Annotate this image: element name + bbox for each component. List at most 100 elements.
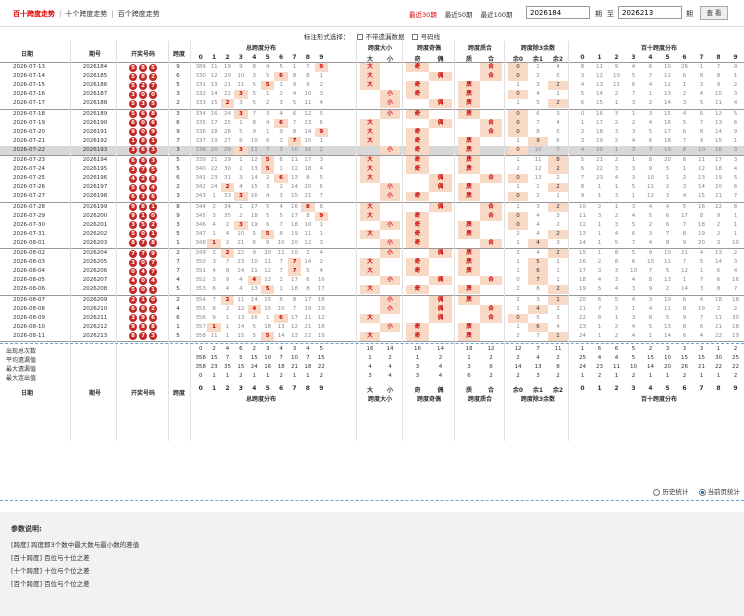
view-button[interactable]: 查 看 xyxy=(700,6,728,20)
table-row[interactable]: 2026-08-06 2026208 5 0 1 5 353 6 4 4 13 5 1 18 8 17 大奇质 2… xyxy=(0,285,744,295)
block-separator xyxy=(0,201,744,203)
stat-cell: 11 xyxy=(554,346,562,352)
dist-cell: 336 xyxy=(195,128,206,135)
table-row[interactable]: 2026-08-03 2026205 3 0 7 7 350 3 7 23 10 11 7 7 14 2 大奇质… xyxy=(0,258,744,268)
dist-cell: 350 xyxy=(195,259,206,266)
b-cell: 8 xyxy=(699,212,704,219)
table-row[interactable]: 2026-08-02 2026204 7 7 9 2 349 2 2 22 9 20 11 10 2 4 小偶质… xyxy=(0,249,744,258)
dist-header-1: 1 xyxy=(211,54,217,61)
table-row[interactable]: 2026-07-24 2026195 3 7 5 5 340 22 30 2 13 5 1 12 18 4 大奇… xyxy=(0,165,744,175)
table-row[interactable]: 2026-08-08 2026210 6 6 2 4 355 8 2 12 4 15 10 7 19 19 小偶… xyxy=(0,304,744,314)
table-row[interactable]: 2026-08-04 2026206 0 4 7 7 351 4 8 24 11 12 7 7 5 4 大奇质 1… xyxy=(0,267,744,277)
table-row[interactable]: 2026-07-31 2026202 5 0 1 5 347 1 4 20 5 5 8 19 11 1 大奇质 2… xyxy=(0,229,744,239)
b-cell: 18 xyxy=(715,296,722,303)
issue-from-input[interactable] xyxy=(526,6,590,19)
dist-cell: 2 xyxy=(225,221,230,228)
table-row[interactable]: 2026-08-10 2026212 9 8 8 1 357 1 1 14 5 18 13 12 21 18 小… xyxy=(0,322,744,332)
table-row[interactable]: 2026-07-13 2026184 5 8 5 9 389 11 19 9 8 4 5 1 7 9 大奇合 0 1… xyxy=(0,63,744,72)
dist-cell: 10 xyxy=(250,259,258,266)
tab-0[interactable]: 百十跨度走势 xyxy=(13,10,55,18)
b-cell: 3 xyxy=(631,100,636,107)
table-row[interactable]: 2026-07-20 2026191 9 0 9 9 336 18 26 5 9 1 9 8 14 9 大奇合 0… xyxy=(0,127,744,137)
range-2[interactable]: 最近100期 xyxy=(480,11,513,19)
size-cell xyxy=(380,137,400,146)
dist-cell: 18 xyxy=(290,221,298,228)
number-line-checkbox[interactable] xyxy=(411,34,418,40)
issue-to-input[interactable] xyxy=(618,6,682,19)
dist-cell: 18 xyxy=(317,296,325,303)
b-header-0: 0 xyxy=(580,54,585,61)
b-cell: 1 xyxy=(631,157,636,163)
dist-cell: 19 xyxy=(290,230,298,237)
table-row[interactable]: 2026-07-16 2026187 3 0 0 3 332 14 22 3 5 1 2 4 10 3 小奇质 0… xyxy=(0,90,744,100)
mod-cell: 4 xyxy=(536,230,540,237)
b-cell: 4 xyxy=(648,203,653,210)
mod-cell: 1 xyxy=(516,203,520,210)
table-row[interactable]: 2026-08-11 2026213 8 7 3 5 358 11 1 15 5 5 14 13 22 19 大… xyxy=(0,331,744,341)
b-cell: 4 xyxy=(631,137,636,144)
dist-cell: 13 xyxy=(290,332,298,339)
stat-cell: 18 xyxy=(465,346,473,352)
mod-cell: 0 xyxy=(508,72,528,82)
dist-cell: 15 xyxy=(210,100,218,107)
dist-cell: 15 xyxy=(290,193,298,200)
b-cell: 24 xyxy=(579,332,586,339)
mod-cell: 1 xyxy=(516,184,520,191)
row-span: 2 xyxy=(176,100,180,107)
table-row[interactable]: 2026-07-19 2026190 6 0 6 6 335 17 25 1 8 4 6 7 13 6 大偶合 0… xyxy=(0,118,744,128)
tab-2[interactable]: 百个跨度走势 xyxy=(117,10,160,18)
range-0[interactable]: 最近30期 xyxy=(409,11,437,19)
oe-cell: 奇 xyxy=(406,136,429,146)
table-row[interactable]: 2026-07-23 2026194 6 8 3 5 339 21 29 1 12 5 6 11 17 3 大奇… xyxy=(0,156,744,165)
size-cell xyxy=(360,323,380,332)
b-cell: 5 xyxy=(665,166,670,173)
table-row[interactable]: 2026-07-15 2026186 5 2 7 5 331 13 21 11 5 5 1 9 9 2 大奇质 1… xyxy=(0,81,744,91)
dist-cell: 5 xyxy=(319,175,324,182)
table-row[interactable]: 2026-07-29 2026200 9 1 0 9 345 3 35 2 18 5 5 17 8 9 大奇合 0… xyxy=(0,211,744,221)
table-row[interactable]: 2026-07-18 2026189 5 6 8 3 334 16 24 3 7 3 4 6 12 5 小奇质 0… xyxy=(0,109,744,119)
page-stat-radio[interactable] xyxy=(698,488,706,496)
table-row[interactable]: 2026-07-27 2026198 6 3 6 3 343 1 33 3 16 4 3 15 21 7 小奇质… xyxy=(0,192,744,202)
table-row[interactable]: 2026-08-09 2026211 3 9 6 6 356 9 1 13 16 1 6 17 11 12 大偶… xyxy=(0,313,744,323)
number-line-label: 号码线 xyxy=(420,33,441,41)
table-row[interactable]: 2026-07-22 2026193 3 6 3 3 338 20 28 3 11 7 3 10 16 2 小奇… xyxy=(0,145,744,155)
range-1[interactable]: 最近50期 xyxy=(444,11,473,19)
mod-header-2: 余2 xyxy=(552,56,564,63)
tab-1[interactable]: 十个跨度走势 xyxy=(65,10,108,18)
number-ball: 6 xyxy=(129,305,137,314)
dist-cell: 356 xyxy=(195,314,206,321)
b-cell: 18 xyxy=(732,323,739,330)
oe-cell xyxy=(406,119,429,128)
table-row[interactable]: 2026-07-17 2026188 5 3 5 2 333 15 2 3 5 2 3 5 11 4 小偶质 1 5… xyxy=(0,99,744,109)
table-row[interactable]: 2026-07-30 2026201 3 5 2 3 346 4 2 3 19 6 7 18 10 1 小奇质 0… xyxy=(0,220,744,230)
b-cell: 5 xyxy=(648,323,653,330)
dist-cell: 3 xyxy=(212,212,216,219)
table-row[interactable]: 2026-07-26 2026197 5 6 4 2 342 24 2 4 15 3 2 14 20 6 小偶质… xyxy=(0,183,744,193)
table-row[interactable]: 2026-07-25 2026196 4 2 8 6 341 23 31 3 14 2 6 13 8 5 大偶合… xyxy=(0,174,744,184)
dist-cell: 9 xyxy=(252,128,257,135)
table-row[interactable]: 2026-08-01 2026203 8 7 8 1 348 1 2 21 6 9 10 20 12 3 小奇合… xyxy=(0,238,744,248)
table-row[interactable]: 2026-07-21 2026192 1 8 1 7 337 19 27 8 10 6 2 7 15 1 大奇质… xyxy=(0,136,744,146)
mod-cell: 2 xyxy=(556,175,560,182)
b-cell: 2 xyxy=(597,259,602,266)
stat-cell: 4 xyxy=(597,355,602,361)
stat-cell: 7 xyxy=(279,355,283,361)
dist-cell: 11 xyxy=(277,250,285,256)
history-stat-radio[interactable] xyxy=(653,488,661,496)
stat-cell: 20 xyxy=(664,364,671,370)
b-cell: 1 xyxy=(597,230,602,237)
table-row[interactable]: 2026-08-07 2026209 2 1 0 2 354 7 2 11 14 15 6 8 17 18 小偶… xyxy=(0,295,744,305)
row-issue: 2026205 xyxy=(82,259,108,266)
mod-cell: 2 xyxy=(536,73,540,80)
dist-cell: 5 xyxy=(252,323,257,330)
table-row[interactable]: 2026-07-14 2026185 5 8 2 6 330 12 20 10 3 5 6 8 8 1 大偶合 0… xyxy=(0,72,744,82)
no-omission-checkbox[interactable] xyxy=(356,34,363,40)
mod-cell: 1 xyxy=(516,305,520,312)
table-row[interactable]: 2026-07-28 2026199 9 8 1 8 344 2 34 1 17 5 4 16 8 8 大偶合 1… xyxy=(0,202,744,212)
dist-cell: 5 xyxy=(252,230,257,237)
b-cell: 11 xyxy=(664,305,671,312)
size-cell: 小 xyxy=(380,99,400,109)
table-row[interactable]: 2026-08-05 2026207 4 0 4 4 352 3 9 4 4 13 1 17 6 16 小偶合 0… xyxy=(0,276,744,286)
